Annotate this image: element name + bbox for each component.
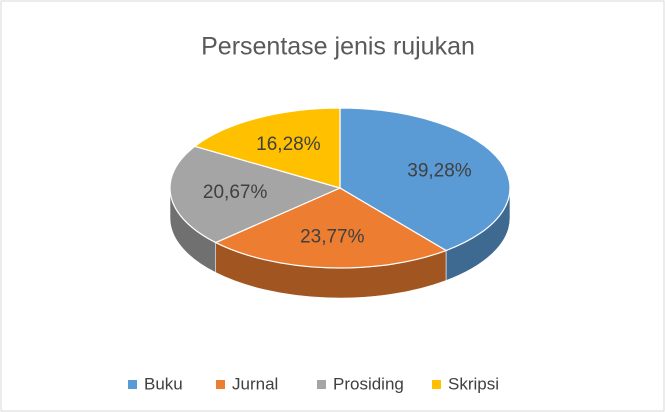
legend-swatch [317, 380, 326, 389]
data-label: 16,28% [256, 134, 321, 155]
data-label: 39,28% [407, 161, 472, 182]
pie-slice [169, 145, 342, 244]
legend-label: Jurnal [232, 374, 278, 393]
pie-slice [214, 187, 448, 269]
legend-label: Skripsi [448, 374, 499, 393]
legend-label: Buku [144, 374, 183, 393]
pie-slice [193, 107, 341, 189]
legend-swatch [216, 380, 225, 389]
data-label: 23,77% [300, 226, 365, 247]
legend-label: Prosiding [333, 374, 404, 393]
legend-swatch [432, 380, 441, 389]
chart-title: Persentase jenis rujukan [201, 33, 475, 61]
legend-swatch [128, 380, 137, 389]
pie-slice [339, 107, 511, 252]
data-label: 20,67% [203, 182, 268, 203]
